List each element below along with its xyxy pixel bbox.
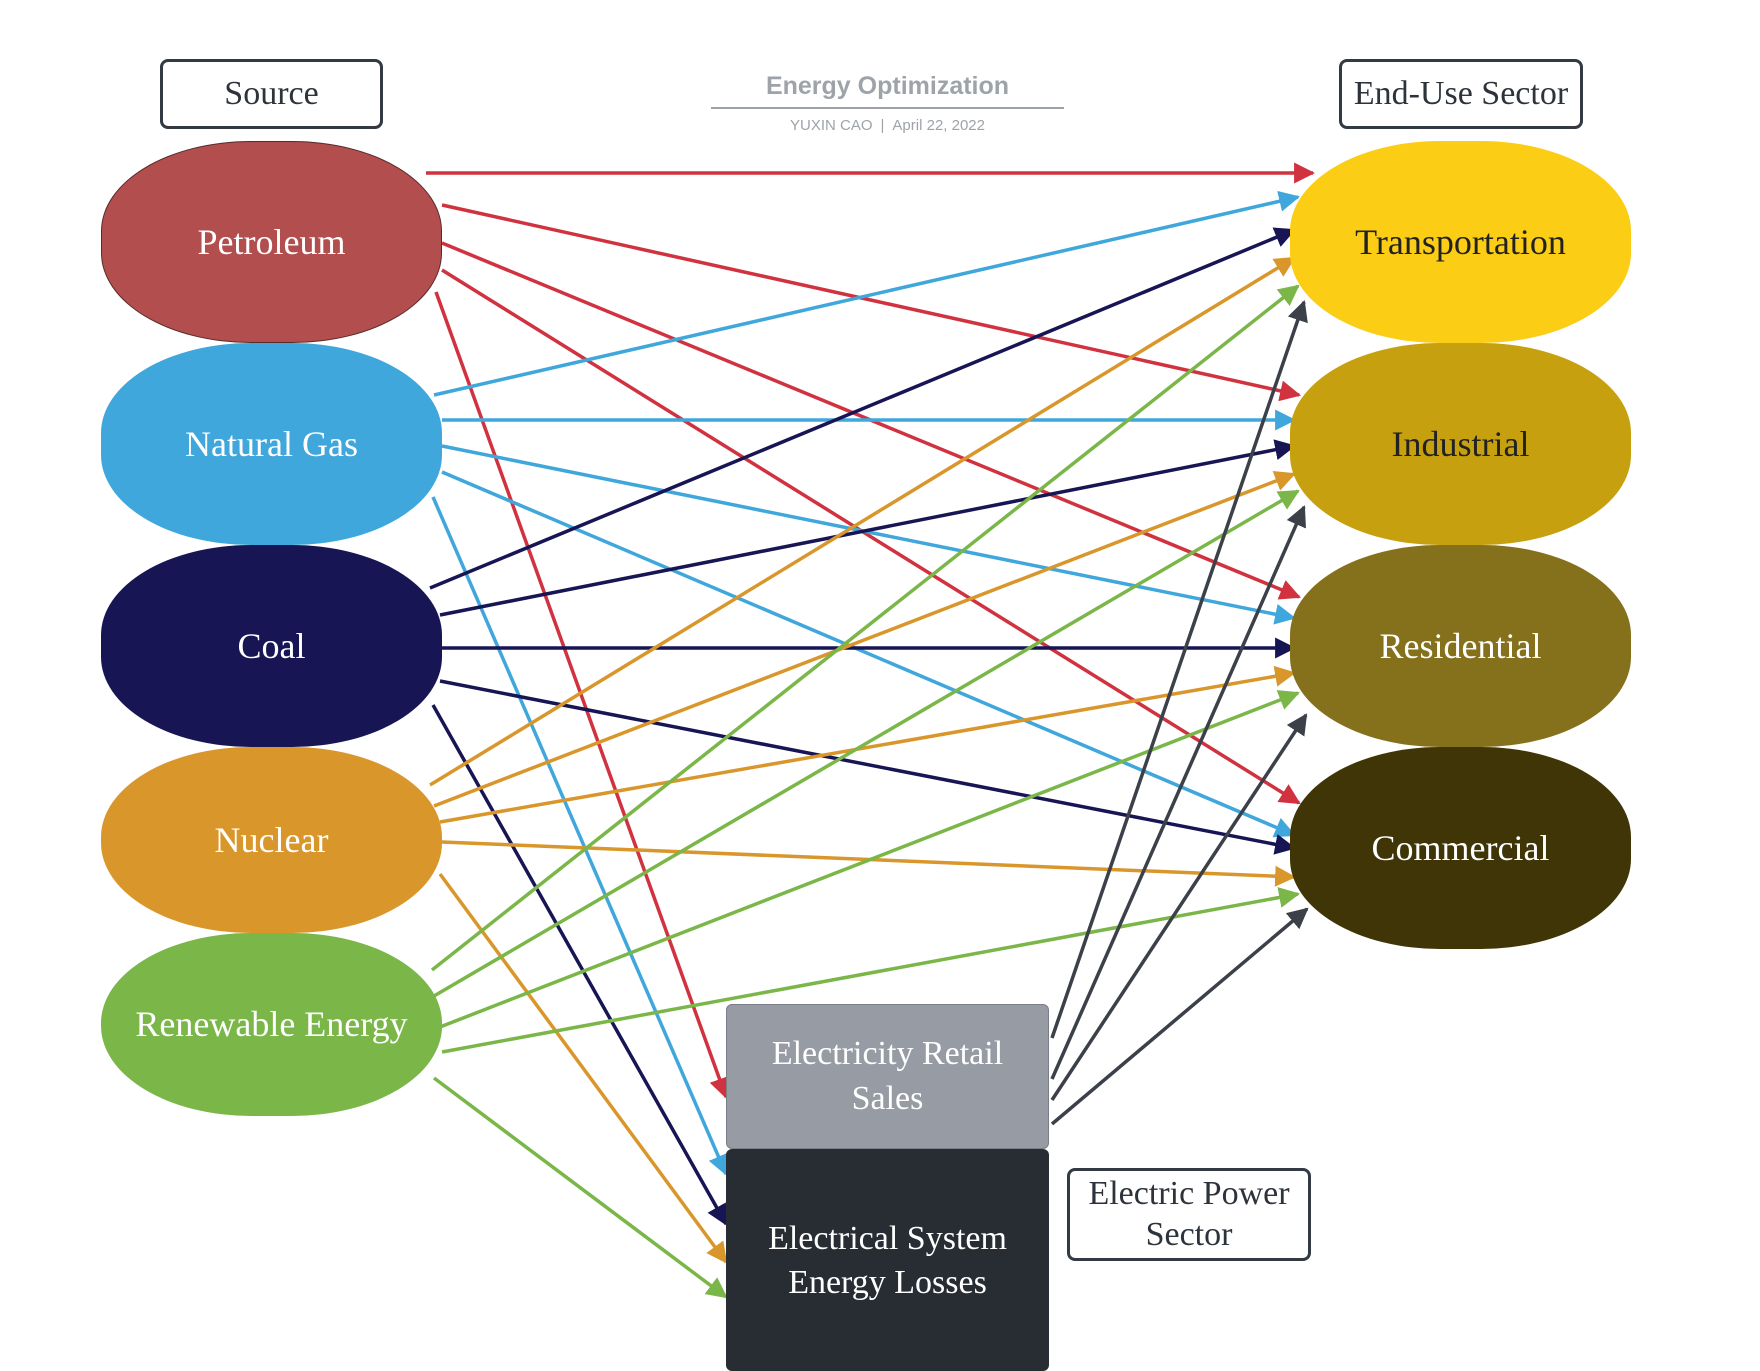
date: April 22, 2022 bbox=[892, 117, 985, 134]
source-label-natural-gas: Natural Gas bbox=[185, 423, 358, 464]
sector-label-commercial: Commercial bbox=[1371, 827, 1550, 868]
electrical-system-energy-losses-node[interactable]: Electrical System Energy Losses bbox=[726, 1149, 1049, 1371]
arrow-coal-to-losses bbox=[431, 704, 728, 1226]
source-node-natural-gas[interactable]: Natural Gas bbox=[101, 343, 442, 545]
sector-node-industrial[interactable]: Industrial bbox=[1290, 343, 1631, 545]
subtitle-separator: | bbox=[880, 117, 885, 134]
arrow-petroleum-to-industrial bbox=[441, 203, 1302, 402]
arrow-natural-gas-to-transportation bbox=[433, 190, 1301, 397]
sector-node-commercial[interactable]: Commercial bbox=[1290, 747, 1631, 949]
end-use-sector-header: End-Use Sector bbox=[1339, 59, 1583, 129]
source-node-petroleum[interactable]: Petroleum bbox=[101, 141, 442, 343]
arrow-retail-to-residential bbox=[1050, 713, 1308, 1101]
losses-line-2: Energy Losses bbox=[788, 1264, 987, 1302]
arrow-retail-to-industrial bbox=[1050, 505, 1306, 1080]
author: YUXIN CAO bbox=[790, 117, 873, 134]
arrow-renewable-to-industrial bbox=[433, 489, 1300, 998]
retail-line-1: Electricity Retail bbox=[771, 1035, 1004, 1073]
retail-line-2: Sales bbox=[851, 1079, 924, 1117]
source-label-renewable-energy: Renewable Energy bbox=[135, 1004, 408, 1045]
electricity-retail-sales-node[interactable]: Electricity Retail Sales bbox=[726, 1004, 1049, 1149]
source-label-petroleum: Petroleum bbox=[197, 221, 346, 262]
arrow-natural-gas-to-losses bbox=[431, 496, 729, 1176]
losses-line-1: Electrical System bbox=[768, 1220, 1007, 1257]
arrow-nuclear-to-transportation bbox=[429, 256, 1296, 787]
arrow-coal-to-commercial bbox=[439, 679, 1297, 855]
sector-label-industrial: Industrial bbox=[1391, 423, 1530, 464]
diagram-title: Energy Optimization bbox=[711, 72, 1064, 109]
arrow-renewable-to-transportation bbox=[430, 284, 1300, 972]
sector-node-residential[interactable]: Residential bbox=[1290, 545, 1631, 747]
source-node-coal[interactable]: Coal bbox=[101, 545, 442, 747]
arrow-petroleum-to-commercial bbox=[441, 268, 1301, 805]
sector-label-residential: Residential bbox=[1379, 625, 1542, 666]
arrow-coal-to-transportation bbox=[429, 227, 1296, 590]
arrow-nuclear-to-losses bbox=[438, 872, 728, 1264]
source-label-nuclear: Nuclear bbox=[214, 819, 329, 860]
source-node-nuclear[interactable]: Nuclear bbox=[101, 747, 442, 933]
diagram-subtitle: YUXIN CAO | April 22, 2022 bbox=[711, 117, 1064, 134]
electric-power-line-1: Electric Power bbox=[1088, 1174, 1290, 1212]
arrow-retail-to-commercial bbox=[1050, 907, 1309, 1126]
source-header: Source bbox=[160, 59, 383, 129]
source-node-renewable-energy[interactable]: Renewable Energy bbox=[101, 933, 442, 1116]
electric-power-sector-label: Electric Power Sector bbox=[1067, 1168, 1311, 1261]
sector-node-transportation[interactable]: Transportation bbox=[1290, 141, 1631, 343]
arrow-renewable-to-commercial bbox=[441, 887, 1301, 1054]
arrow-natural-gas-to-commercial bbox=[441, 470, 1296, 838]
arrow-retail-to-transportation bbox=[1050, 300, 1308, 1039]
electric-power-line-2: Sector bbox=[1145, 1215, 1233, 1253]
arrow-renewable-to-losses bbox=[432, 1076, 728, 1299]
arrow-renewable-to-residential bbox=[439, 690, 1300, 1029]
sector-label-transportation: Transportation bbox=[1355, 221, 1566, 262]
arrow-nuclear-to-residential bbox=[439, 665, 1297, 824]
arrow-coal-to-industrial bbox=[439, 439, 1297, 617]
source-label-coal: Coal bbox=[237, 625, 306, 666]
arrow-nuclear-to-industrial bbox=[433, 471, 1296, 808]
